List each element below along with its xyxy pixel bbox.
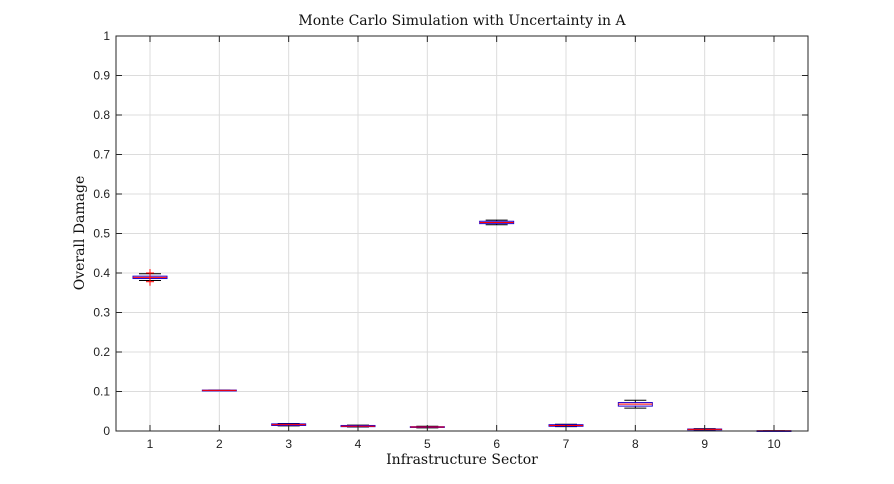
y-tick-label: 0.8 [93, 108, 110, 122]
y-tick-label: 0 [103, 424, 110, 438]
x-tick-label: 9 [701, 437, 708, 451]
x-tick-label: 4 [355, 437, 362, 451]
y-tick-label: 0.9 [93, 69, 110, 83]
y-tick-label: 0.7 [93, 148, 110, 162]
x-tick-label: 2 [216, 437, 223, 451]
x-tick-label: 1 [147, 437, 154, 451]
y-tick-label: 1 [103, 29, 110, 43]
box-sector-8 [617, 399, 653, 409]
y-tick-label: 0.1 [93, 385, 110, 399]
y-tick-label: 0.3 [93, 306, 110, 320]
x-tick-label: 7 [563, 437, 570, 451]
boxes [132, 219, 792, 432]
box-sector-6 [479, 219, 515, 226]
y-tick-label: 0.6 [93, 187, 110, 201]
x-tick-label: 5 [424, 437, 431, 451]
chart-title: Monte Carlo Simulation with Uncertainty … [298, 13, 626, 29]
y-ticks: 0 0.1 0.2 0.3 0.4 0.5 0.6 0.7 0.8 0.9 1 [93, 29, 808, 438]
x-tick-label: 6 [493, 437, 500, 451]
grid [116, 35, 808, 432]
box-sector-2 [201, 389, 237, 392]
y-tick-label: 0.5 [93, 227, 110, 241]
x-tick-label: 10 [767, 437, 781, 451]
x-ticks: 1 2 3 4 5 6 7 8 9 10 [147, 36, 781, 451]
y-axis-label: Overall Damage [72, 176, 88, 291]
x-tick-label: 3 [285, 437, 292, 451]
box-sector-1 [132, 269, 168, 286]
x-tick-label: 8 [632, 437, 639, 451]
y-tick-label: 0.4 [93, 266, 110, 280]
y-tick-label: 0.2 [93, 345, 110, 359]
x-axis-label: Infrastructure Sector [386, 452, 538, 468]
